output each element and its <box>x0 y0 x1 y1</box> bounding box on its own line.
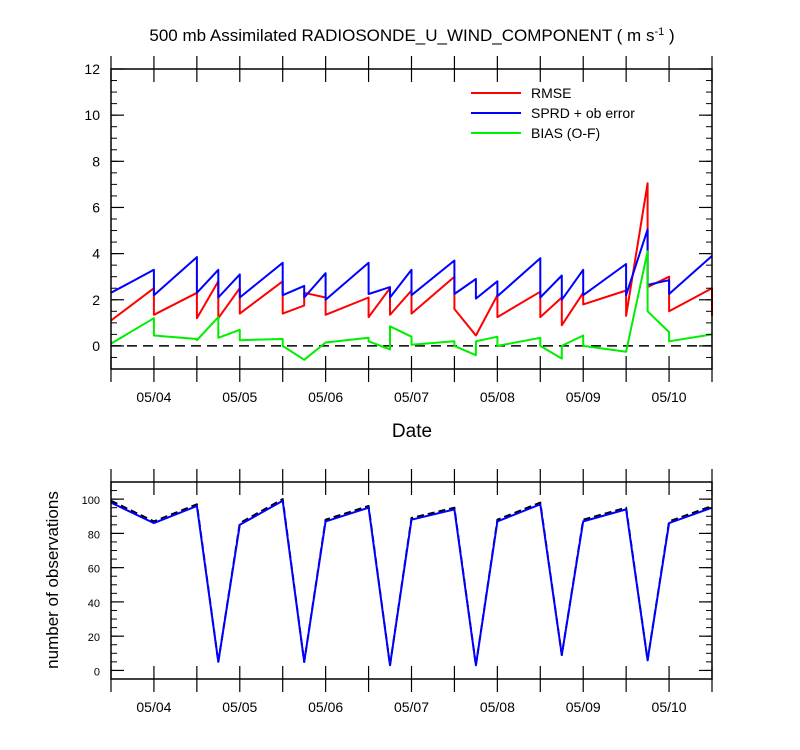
bottom-y-tick-label: 60 <box>88 564 100 576</box>
bottom-x-tick-label: 05/05 <box>222 699 257 715</box>
bottom-x-tick-label: 05/04 <box>136 699 171 715</box>
top-x-tick-label: 05/07 <box>394 389 429 405</box>
legend-label-sprd-ob-error: SPRD + ob error <box>531 105 635 121</box>
bottom-series-observations-used <box>110 499 713 667</box>
top-x-tick-label: 05/09 <box>566 389 601 405</box>
bottom-x-tick-label: 05/10 <box>652 699 687 715</box>
legend-label-rmse: RMSE <box>531 85 571 101</box>
bottom-y-tick-label: 100 <box>82 495 100 507</box>
top-y-tick-label: 8 <box>92 153 100 169</box>
top-x-tick-label: 05/06 <box>308 389 343 405</box>
top-y-tick-label: 12 <box>84 61 100 77</box>
top-chart: 500 mb Assimilated RADIOSONDE_U_WIND_COM… <box>84 26 713 442</box>
top-y-tick-label: 4 <box>92 246 100 262</box>
bottom-y-axis-label: number of observations <box>43 491 62 669</box>
bottom-x-tick-label: 05/08 <box>480 699 515 715</box>
bottom-x-tick-label: 05/06 <box>308 699 343 715</box>
chart-title: 500 mb Assimilated RADIOSONDE_U_WIND_COM… <box>149 26 674 45</box>
top-x-tick-label: 05/08 <box>480 389 515 405</box>
bottom-x-tick-label: 05/07 <box>394 699 429 715</box>
legend-label-bias-o-f: BIAS (O-F) <box>531 125 600 141</box>
bottom-chart: 0 20 40 60 80 100 05/04 05/05 05/06 05/07 05/08 05/… <box>43 469 713 715</box>
bottom-x-tick-label: 05/09 <box>566 699 601 715</box>
top-series-rmse <box>110 182 713 337</box>
bottom-y-tick-label: 40 <box>88 598 100 610</box>
top-legend: RMSE SPRD + ob error BIAS (O-F) <box>471 85 635 141</box>
bottom-series-layer <box>110 498 713 667</box>
bottom-y-tick-label: 20 <box>88 632 100 644</box>
top-series-sprd-ob-error <box>110 228 713 301</box>
bottom-y-tick-label: 80 <box>88 529 100 541</box>
top-y-tick-label: 6 <box>92 199 100 215</box>
top-y-tick-label: 0 <box>92 338 100 354</box>
top-x-axis-label: Date <box>392 421 432 442</box>
top-series-bias-o-f <box>110 250 713 361</box>
top-series-layer <box>110 182 713 361</box>
title-unit-superscript: -1 <box>654 26 664 38</box>
top-x-tick-label: 05/05 <box>222 389 257 405</box>
top-y-tick-label: 10 <box>84 107 100 123</box>
top-y-tick-label: 2 <box>92 292 100 308</box>
bottom-y-tick-label: 0 <box>94 666 100 678</box>
title-end: ) <box>664 26 674 45</box>
top-x-tick-label: 05/04 <box>136 389 171 405</box>
top-x-tick-label: 05/10 <box>652 389 687 405</box>
